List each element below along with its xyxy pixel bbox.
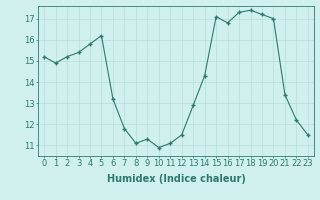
X-axis label: Humidex (Indice chaleur): Humidex (Indice chaleur) — [107, 174, 245, 184]
